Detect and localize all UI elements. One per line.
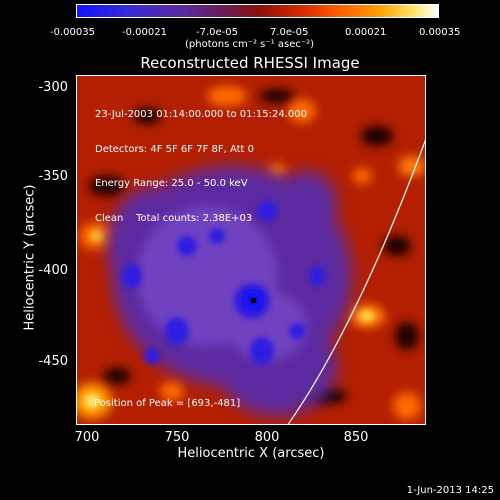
- colorbar-tick: 0.00021: [345, 27, 387, 38]
- y-tick: -400: [38, 263, 68, 278]
- x-tick: 700: [74, 430, 100, 445]
- x-axis-label: Heliocentric X (arcsec): [177, 446, 325, 461]
- rhessi-image: [76, 75, 426, 425]
- colorbar-tick: -0.00021: [122, 27, 167, 38]
- colorbar-tick: -7.0e-05: [196, 27, 238, 38]
- peak-position-label: Position of Peak = [693,-481]: [94, 398, 241, 409]
- colorbar-units: (photons cm⁻² s⁻¹ asec⁻²): [185, 39, 315, 50]
- y-tick: -450: [38, 354, 68, 369]
- annotation-time: 23-Jul-2003 01:14:00.000 to 01:15:24.000: [95, 109, 307, 120]
- colorbar-tick: -0.00035: [50, 27, 95, 38]
- image-svg: [77, 76, 425, 424]
- colorbar-tick: 0.00035: [419, 27, 461, 38]
- y-tick: -300: [38, 80, 68, 95]
- annotation-counts: Clean Total counts: 2.38E+03: [95, 212, 253, 224]
- plot-title: Reconstructed RHESSI Image: [140, 54, 360, 72]
- observation-annotation: 23-Jul-2003 01:14:00.000 to 01:15:24.000…: [95, 86, 307, 236]
- y-axis-label: Heliocentric Y (arcsec): [22, 184, 38, 331]
- annotation-energy: Energy Range: 25.0 - 50.0 keV: [95, 178, 248, 189]
- footer-date: 1-Jun-2013 14:25: [406, 485, 494, 496]
- colorbar: [76, 4, 439, 18]
- y-tick: -350: [38, 169, 68, 184]
- colorbar-tick: 7.0e-05: [270, 27, 309, 38]
- x-tick: 750: [164, 430, 190, 445]
- annotation-detectors: Detectors: 4F 5F 6F 7F 8F, Att 0: [95, 143, 255, 155]
- x-tick: 800: [254, 430, 280, 445]
- x-tick: 850: [343, 430, 369, 445]
